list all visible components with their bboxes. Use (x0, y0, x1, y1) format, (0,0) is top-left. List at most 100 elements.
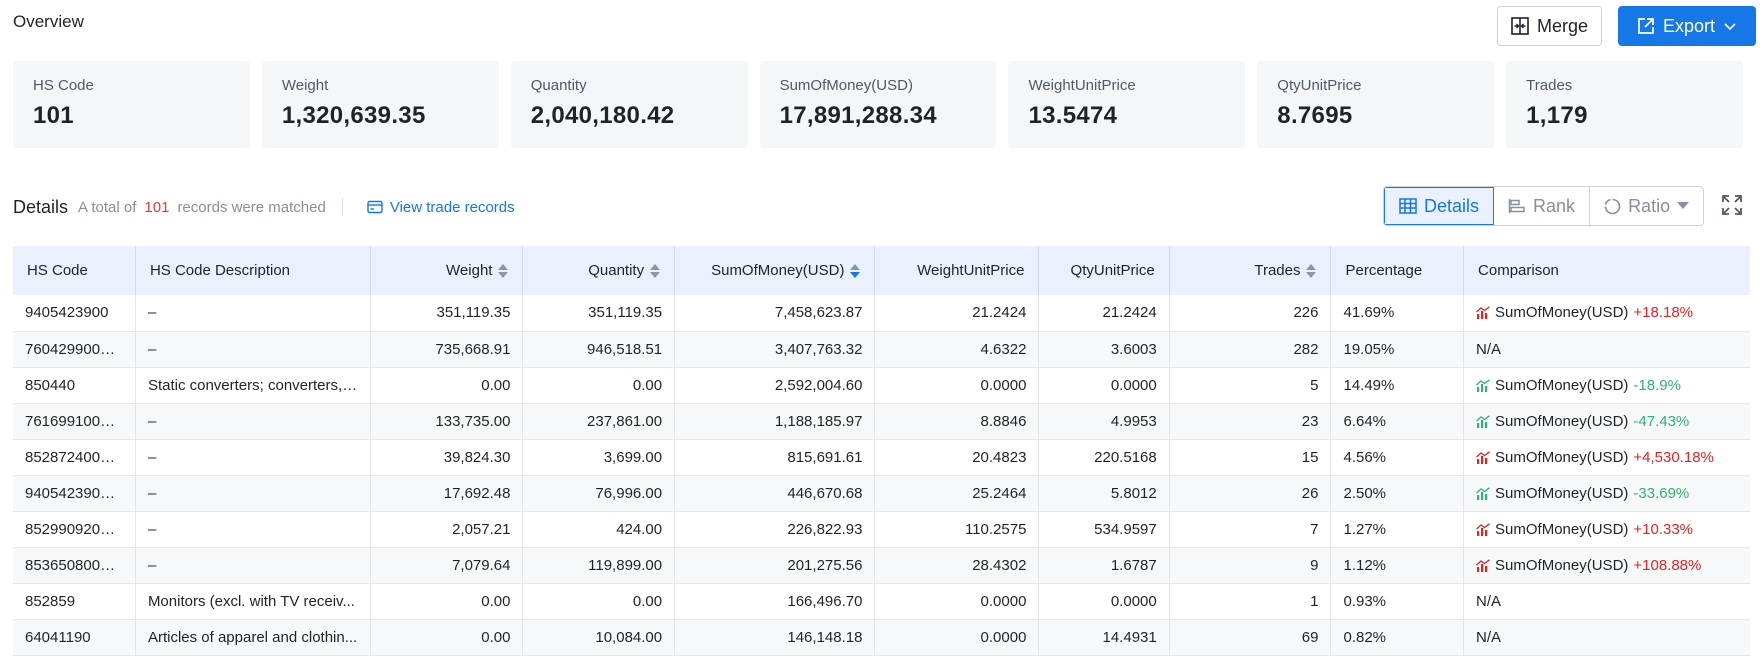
cell-comparison: N/A (1463, 583, 1750, 620)
table-row[interactable]: 852990920000–2,057.21 424.00 226,822.93 110… (13, 511, 1750, 548)
cell-qty-unit-price: 1.6787 (1038, 547, 1170, 584)
summary-card-weight: Weight 1,320,639.35 (261, 61, 499, 148)
cell-sum-of-money: 7,458,623.87 (674, 295, 876, 332)
cell-percentage: 14.49% (1330, 367, 1465, 404)
comparison: SumOfMoney(USD) -18.9% (1476, 377, 1738, 394)
card-label: HS Code (33, 77, 94, 94)
card-label: QtyUnitPrice (1277, 77, 1362, 94)
card-label: Quantity (530, 77, 587, 94)
table-row[interactable]: 9405423900–351,119.35 351,119.35 7,458,623… (13, 295, 1750, 332)
export-button-label: Export (1662, 15, 1716, 36)
export-button[interactable]: Export (1618, 6, 1756, 46)
table-row[interactable]: 760429900000–735,668.91 946,518.51 3,407,7… (13, 331, 1750, 368)
divider (341, 198, 343, 216)
fullscreen-icon[interactable] (1720, 193, 1744, 217)
view-trade-records-link[interactable]: View trade records (367, 199, 515, 216)
view-toggle: Details Rank Ratio (1383, 186, 1705, 226)
cell-weight-unit-price: 0.0000 (874, 619, 1040, 656)
table-row[interactable]: 853650800015–7,079.64 119,899.00 201,275.5… (13, 547, 1750, 584)
cell-qty-unit-price: 21.2424 (1038, 295, 1170, 332)
comparison: SumOfMoney(USD) -33.69% (1476, 485, 1738, 502)
card-label: SumOfMoney(USD) (779, 77, 913, 94)
records-summary: A total of 101 records were matched (78, 199, 326, 216)
comparison: N/A (1476, 629, 1738, 646)
cell-quantity: 237,861.00 (522, 403, 676, 440)
card-value: 101 (33, 102, 74, 129)
cell-trades: 282 (1169, 331, 1332, 368)
merge-button-label: Merge (1536, 15, 1589, 36)
cell-hs-code: 852872400000 (13, 439, 136, 476)
cell-hs-code: 761699100000 (13, 403, 136, 440)
table-row[interactable]: 850440 Static converters; converters, ...… (13, 367, 1750, 404)
cell-description: Monitors (excl. with TV receiv... (135, 583, 371, 620)
cell-weight: 39,824.30 (370, 439, 524, 476)
cell-weight: 17,692.48 (370, 475, 524, 512)
cell-trades: 23 (1169, 403, 1332, 440)
cell-sum-of-money: 226,822.93 (674, 511, 876, 548)
comparison-value: -33.69% (1633, 484, 1690, 502)
column-header-qty-unit-price: QtyUnitPrice (1038, 246, 1170, 295)
column-header-weight[interactable]: Weight (370, 246, 524, 295)
comparison: SumOfMoney(USD) +18.18% (1476, 304, 1738, 321)
comparison-value: +18.18% (1633, 304, 1694, 322)
tab-rank[interactable]: Rank (1494, 187, 1591, 225)
trend-down-chart-icon (1476, 486, 1490, 500)
table-row[interactable]: 761699100000–133,735.00 237,861.00 1,188,1… (13, 403, 1750, 440)
cell-percentage: 19.05% (1330, 331, 1465, 368)
table-row[interactable]: 852872400000–39,824.30 3,699.00 815,691.61… (13, 439, 1750, 476)
details-title: Details (13, 196, 69, 217)
column-header-sum-of-money[interactable]: SumOfMoney(USD) (674, 246, 876, 295)
card-value: 2,040,180.42 (530, 102, 675, 129)
sort-icon[interactable] (1306, 263, 1317, 279)
cell-percentage: 0.93% (1330, 583, 1465, 620)
column-header-comparison: Comparison (1463, 246, 1750, 295)
card-value: 1,179 (1526, 102, 1588, 129)
cell-quantity: 0.00 (522, 367, 676, 404)
rank-icon (1508, 199, 1525, 213)
cell-description: – (135, 439, 371, 476)
cell-comparison: SumOfMoney(USD) -33.69% (1463, 475, 1750, 512)
cell-qty-unit-price: 4.9953 (1038, 403, 1170, 440)
table-row[interactable]: 940542390000–17,692.48 76,996.00 446,670.6… (13, 475, 1750, 512)
card-value: 8.7695 (1277, 102, 1353, 129)
tab-ratio[interactable]: Ratio (1590, 187, 1703, 225)
cell-percentage: 1.27% (1330, 511, 1465, 548)
cell-percentage: 4.56% (1330, 439, 1465, 476)
cell-percentage: 2.50% (1330, 475, 1465, 512)
comparison-label: N/A (1476, 340, 1502, 358)
summary-card-qty-unit-price: QtyUnitPrice 8.7695 (1257, 61, 1495, 148)
trend-down-chart-icon (1476, 378, 1490, 392)
cell-trades: 1 (1169, 583, 1332, 620)
cell-description: – (135, 331, 371, 368)
comparison: SumOfMoney(USD) -47.43% (1476, 413, 1738, 430)
column-header-quantity[interactable]: Quantity (522, 246, 676, 295)
cell-comparison: SumOfMoney(USD) +18.18% (1463, 295, 1750, 332)
cell-weight: 2,057.21 (370, 511, 524, 548)
page-title: Overview (13, 12, 84, 31)
column-header-hs-code: HS Code (13, 246, 136, 295)
sort-desc-icon[interactable] (850, 263, 861, 279)
cell-sum-of-money: 166,496.70 (674, 583, 876, 620)
table-row[interactable]: 852859 Monitors (excl. with TV receiv... 0… (13, 583, 1750, 620)
comparison: SumOfMoney(USD) +4,530.18% (1476, 449, 1738, 466)
merge-button[interactable]: Merge (1497, 6, 1602, 46)
cell-sum-of-money: 1,188,185.97 (674, 403, 876, 440)
cell-weight-unit-price: 25.2464 (874, 475, 1040, 512)
sort-icon[interactable] (650, 263, 661, 279)
table-row[interactable]: 64041190 Articles of apparel and clothin.… (13, 619, 1750, 656)
cell-comparison: SumOfMoney(USD) -47.43% (1463, 403, 1750, 440)
summary-card-weight-unit-price: WeightUnitPrice 13.5474 (1008, 61, 1246, 148)
comparison-value: +108.88% (1633, 556, 1702, 574)
tab-details[interactable]: Details (1384, 187, 1495, 225)
cell-quantity: 0.00 (522, 583, 676, 620)
cell-sum-of-money: 2,592,004.60 (674, 367, 876, 404)
cell-quantity: 424.00 (522, 511, 676, 548)
cell-percentage: 0.82% (1330, 619, 1465, 656)
card-label: Weight (281, 77, 329, 94)
sort-icon[interactable] (498, 263, 509, 279)
column-header-trades[interactable]: Trades (1169, 246, 1332, 295)
cell-sum-of-money: 146,148.18 (674, 619, 876, 656)
caret-down-icon (1677, 202, 1690, 209)
tab-ratio-label: Ratio (1628, 195, 1671, 216)
summary-cards: HS Code 101 Weight 1,320,639.35 Quantity… (13, 61, 1744, 148)
